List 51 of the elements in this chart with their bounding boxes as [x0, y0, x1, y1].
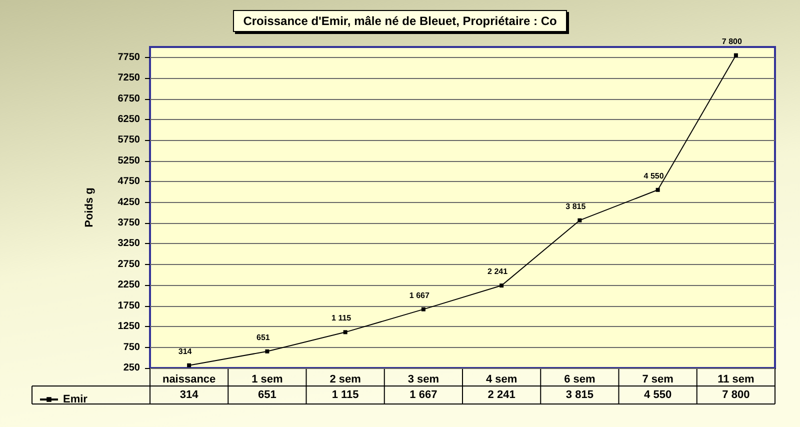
y-tick-label: 7750	[118, 52, 140, 63]
data-label: 1 115	[332, 389, 359, 401]
y-tick-label: 5250	[118, 155, 140, 166]
y-tick-label: 4750	[118, 176, 140, 188]
point	[734, 53, 738, 58]
x-tick-label: 6 sem	[564, 374, 596, 386]
x-tick-label: naissance	[162, 374, 216, 386]
text: 651	[256, 332, 270, 342]
point	[578, 218, 582, 222]
y-tick-label: 750	[123, 342, 140, 353]
text: 1 667	[409, 290, 430, 300]
point	[343, 330, 348, 334]
data-label: 4 550	[644, 389, 672, 401]
chart-title: Croissance d'Emir, mâle né de Bleuet, Propriétaire : Co	[243, 14, 557, 28]
y-tick-label: 3750	[118, 218, 140, 229]
x-tick-label: 1 sem	[252, 374, 283, 386]
y-tick-label: 2750	[118, 258, 140, 270]
point	[500, 284, 504, 288]
x-tick-label: 4 sem	[486, 374, 518, 386]
y-tick-label: 1750	[118, 300, 140, 312]
text: 1 115	[332, 314, 352, 323]
y-tick-label: 1250	[118, 321, 140, 332]
data-label: 3 815	[566, 389, 594, 401]
y-tick-label: 250	[123, 362, 140, 374]
text: 2 241	[488, 267, 508, 276]
x-tick-label: 3 sem	[408, 374, 440, 386]
y-tick-label: 6250	[118, 114, 140, 125]
x-tick-label: 11 sem	[718, 374, 755, 386]
x-tick-label: 2 sem	[330, 374, 362, 386]
x-tick-label: 7 sem	[642, 374, 674, 386]
text: 4 550	[644, 171, 664, 180]
text: 7 800	[722, 36, 742, 46]
y-tick-label: 3250	[118, 238, 140, 250]
y-axis-title: Poids g	[84, 188, 96, 228]
point	[421, 307, 426, 312]
y-tick-label: 6750	[118, 93, 140, 104]
text: 3 815	[566, 202, 586, 211]
point	[187, 363, 192, 368]
data-label: 314	[180, 389, 200, 401]
point	[656, 188, 660, 192]
data-label: 2 241	[488, 389, 516, 401]
text: 314	[178, 346, 192, 356]
legend-label: Emir	[63, 394, 88, 406]
data-label: 651	[258, 389, 276, 401]
y-tick-label: 7250	[118, 72, 140, 84]
y-tick-label: 5750	[118, 134, 140, 146]
point	[265, 349, 270, 354]
data-label: 7 800	[722, 389, 750, 401]
data-label: 1 667	[410, 389, 438, 401]
y-tick-label: 2250	[118, 280, 140, 291]
y-tick-label: 4250	[118, 196, 140, 208]
